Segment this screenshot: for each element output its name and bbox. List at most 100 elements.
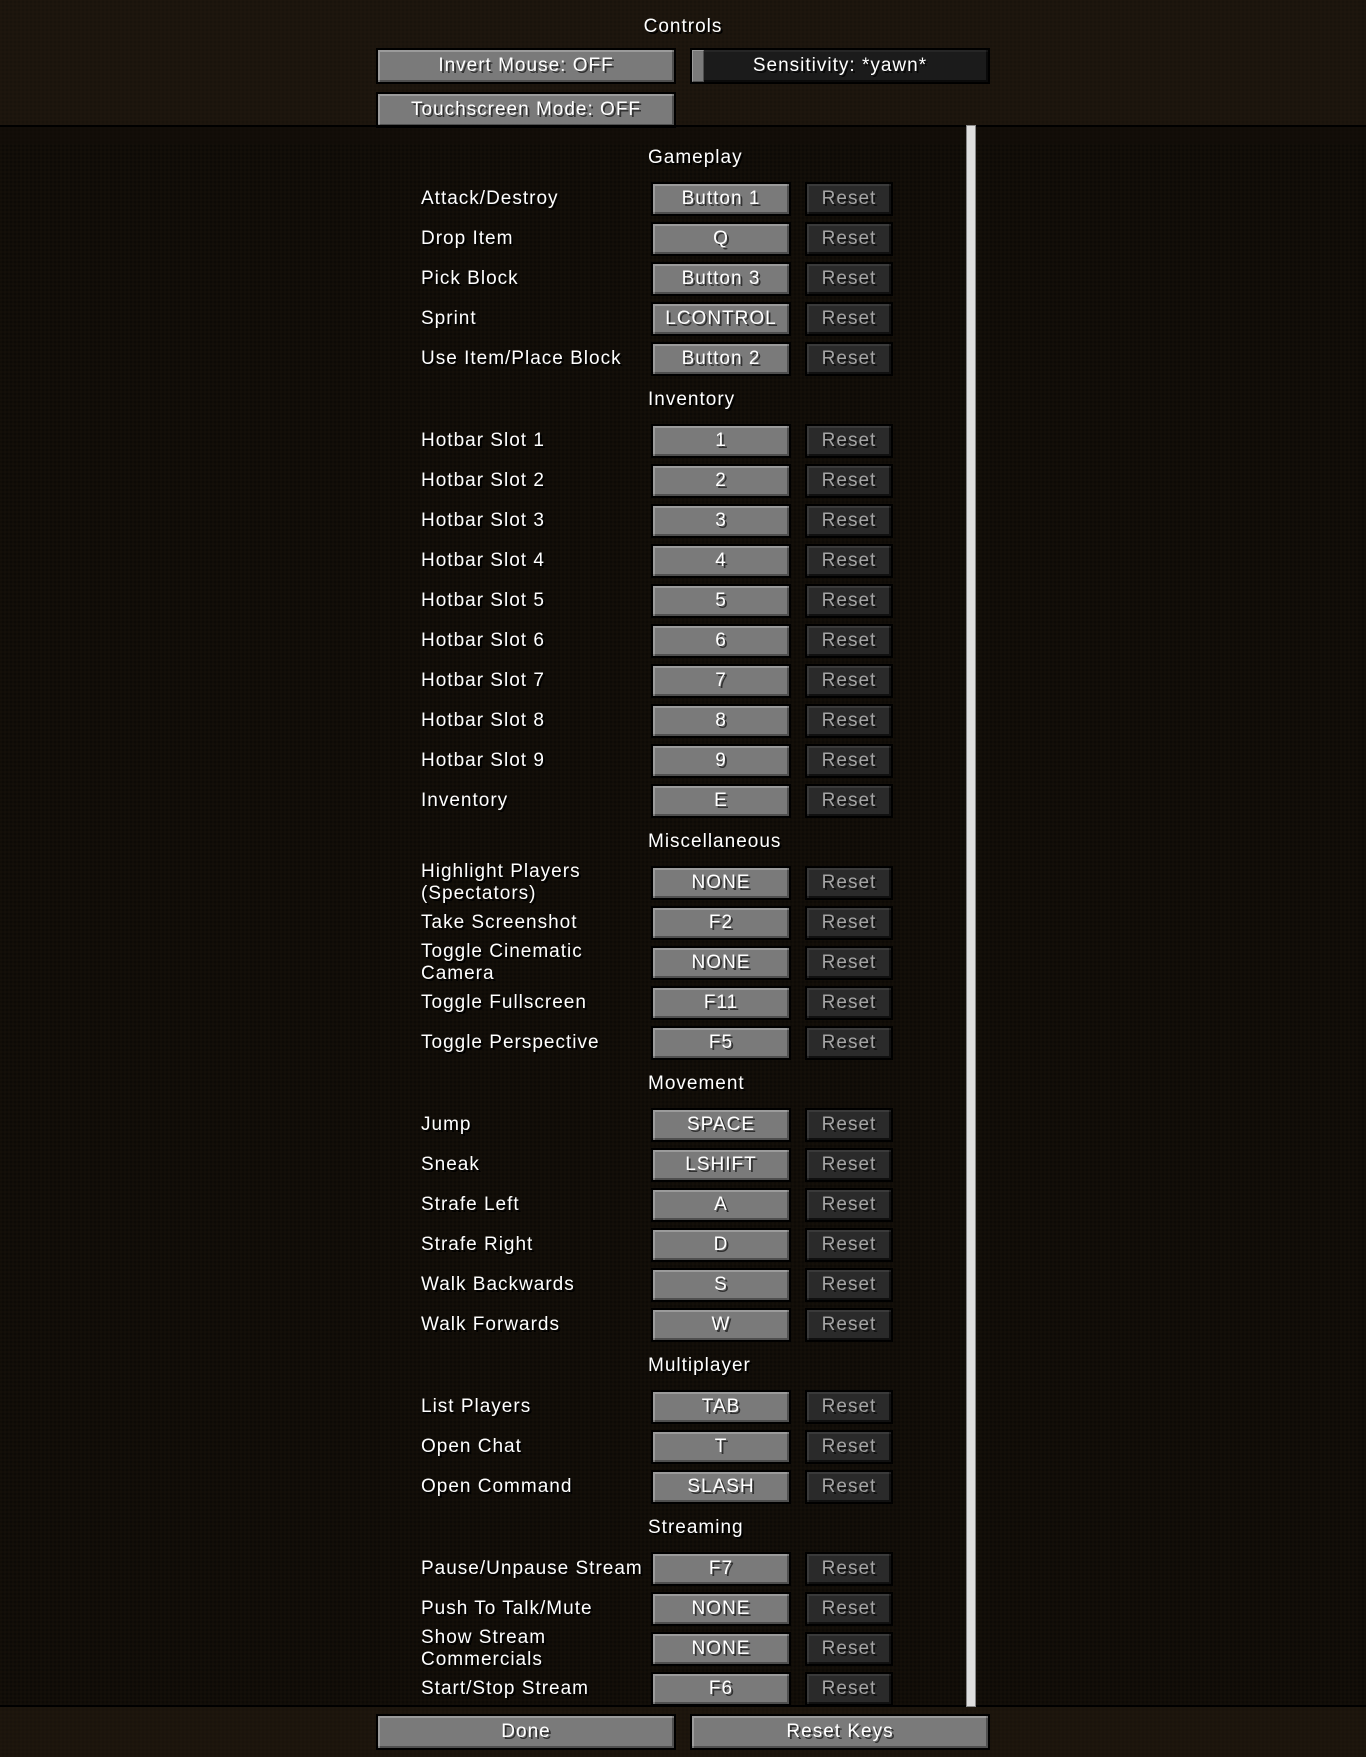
binding-row: Highlight Players (Spectators)NONEReset xyxy=(203,863,1163,903)
key-button[interactable]: A xyxy=(651,1188,791,1222)
binding-row: SprintLCONTROLReset xyxy=(203,299,1163,339)
reset-button-label: Reset xyxy=(822,630,877,652)
key-button[interactable]: F7 xyxy=(651,1552,791,1586)
reset-button[interactable]: Reset xyxy=(805,262,893,296)
reset-button[interactable]: Reset xyxy=(805,624,893,658)
key-button-label: TAB xyxy=(702,1396,741,1418)
key-button[interactable]: NONE xyxy=(651,866,791,900)
touchscreen-button[interactable]: Touchscreen Mode: OFF xyxy=(376,92,676,128)
key-button[interactable]: Q xyxy=(651,222,791,256)
key-button[interactable]: TAB xyxy=(651,1390,791,1424)
binding-row: Drop ItemQReset xyxy=(203,219,1163,259)
reset-button[interactable]: Reset xyxy=(805,544,893,578)
binding-row: Strafe RightDReset xyxy=(203,1225,1163,1265)
reset-button[interactable]: Reset xyxy=(805,302,893,336)
reset-button[interactable]: Reset xyxy=(805,1390,893,1424)
key-button[interactable]: NONE xyxy=(651,946,791,980)
binding-label: Hotbar Slot 4 xyxy=(203,550,651,572)
binding-label: Sneak xyxy=(203,1154,651,1176)
reset-button[interactable]: Reset xyxy=(805,1228,893,1262)
reset-button-label: Reset xyxy=(822,590,877,612)
reset-button[interactable]: Reset xyxy=(805,784,893,818)
binding-label: Toggle Fullscreen xyxy=(203,992,651,1014)
key-button[interactable]: LSHIFT xyxy=(651,1148,791,1182)
key-button[interactable]: NONE xyxy=(651,1632,791,1666)
binding-row: Toggle FullscreenF11 Reset xyxy=(203,983,1163,1023)
key-button[interactable]: F2 xyxy=(651,906,791,940)
reset-button[interactable]: Reset xyxy=(805,222,893,256)
key-button[interactable]: 4 xyxy=(651,544,791,578)
key-button[interactable]: Button 2 xyxy=(651,342,791,376)
sensitivity-slider[interactable]: Sensitivity: *yawn* xyxy=(690,48,990,84)
key-button[interactable]: 1 xyxy=(651,424,791,458)
reset-button-label: Reset xyxy=(822,872,877,894)
scrollbar[interactable] xyxy=(966,125,976,1707)
key-button[interactable]: LCONTROL xyxy=(651,302,791,336)
reset-button[interactable]: Reset xyxy=(805,704,893,738)
key-button[interactable]: 3 xyxy=(651,504,791,538)
binding-label: Use Item/Place Block xyxy=(203,348,651,370)
reset-button[interactable]: Reset xyxy=(805,1552,893,1586)
reset-button[interactable]: Reset xyxy=(805,1470,893,1504)
key-button[interactable]: 8 xyxy=(651,704,791,738)
key-button[interactable]: F6 xyxy=(651,1672,791,1706)
reset-button[interactable]: Reset xyxy=(805,1632,893,1666)
key-button[interactable]: SPACE xyxy=(651,1108,791,1142)
key-button[interactable]: F5 xyxy=(651,1026,791,1060)
reset-button[interactable]: Reset xyxy=(805,584,893,618)
done-button[interactable]: Done xyxy=(376,1714,676,1750)
reset-button-label: Reset xyxy=(822,1194,877,1216)
reset-button[interactable]: Reset xyxy=(805,504,893,538)
binding-label: Hotbar Slot 5 xyxy=(203,590,651,612)
reset-button[interactable]: Reset xyxy=(805,1308,893,1342)
key-button[interactable]: T xyxy=(651,1430,791,1464)
reset-button-label: Reset xyxy=(822,1032,877,1054)
reset-button[interactable]: Reset xyxy=(805,1148,893,1182)
binding-label: List Players xyxy=(203,1396,651,1418)
reset-button[interactable]: Reset xyxy=(805,424,893,458)
binding-label: Open Chat xyxy=(203,1436,651,1458)
reset-button[interactable]: Reset xyxy=(805,1592,893,1626)
reset-button[interactable]: Reset xyxy=(805,182,893,216)
key-button[interactable]: Button 3 xyxy=(651,262,791,296)
key-button[interactable]: 7 xyxy=(651,664,791,698)
binding-label: Start/Stop Stream xyxy=(203,1678,651,1700)
key-button[interactable]: 9 xyxy=(651,744,791,778)
key-button[interactable]: E xyxy=(651,784,791,818)
key-button[interactable]: SLASH xyxy=(651,1470,791,1504)
key-button[interactable]: F11 xyxy=(651,986,791,1020)
reset-button[interactable]: Reset xyxy=(805,986,893,1020)
reset-button[interactable]: Reset xyxy=(805,1672,893,1706)
key-button[interactable]: 5 xyxy=(651,584,791,618)
reset-button[interactable]: Reset xyxy=(805,464,893,498)
screen-title: Controls xyxy=(0,16,1366,38)
invert-mouse-label: Invert Mouse: OFF xyxy=(438,55,613,77)
invert-mouse-button[interactable]: Invert Mouse: OFF xyxy=(376,48,676,84)
key-button[interactable]: 6 xyxy=(651,624,791,658)
key-button[interactable]: NONE xyxy=(651,1592,791,1626)
reset-button-label: Reset xyxy=(822,550,877,572)
reset-button-label: Reset xyxy=(822,952,877,974)
key-button[interactable]: 2 xyxy=(651,464,791,498)
reset-button[interactable]: Reset xyxy=(805,744,893,778)
reset-all-button[interactable]: Reset Keys xyxy=(690,1714,990,1750)
reset-button[interactable]: Reset xyxy=(805,664,893,698)
reset-button[interactable]: Reset xyxy=(805,906,893,940)
bindings-list: GameplayAttack/DestroyButton 1ResetDrop … xyxy=(203,127,1163,1707)
key-button-label: LCONTROL xyxy=(665,308,776,330)
key-button[interactable]: S xyxy=(651,1268,791,1302)
reset-button[interactable]: Reset xyxy=(805,1430,893,1464)
reset-button[interactable]: Reset xyxy=(805,1108,893,1142)
key-button[interactable]: D xyxy=(651,1228,791,1262)
reset-button[interactable]: Reset xyxy=(805,946,893,980)
reset-button[interactable]: Reset xyxy=(805,1188,893,1222)
key-button[interactable]: W xyxy=(651,1308,791,1342)
reset-button[interactable]: Reset xyxy=(805,866,893,900)
reset-button-label: Reset xyxy=(822,1436,877,1458)
reset-button-label: Reset xyxy=(822,510,877,532)
reset-button-label: Reset xyxy=(822,1678,877,1700)
reset-button[interactable]: Reset xyxy=(805,342,893,376)
key-button[interactable]: Button 1 xyxy=(651,182,791,216)
reset-button[interactable]: Reset xyxy=(805,1026,893,1060)
reset-button[interactable]: Reset xyxy=(805,1268,893,1302)
